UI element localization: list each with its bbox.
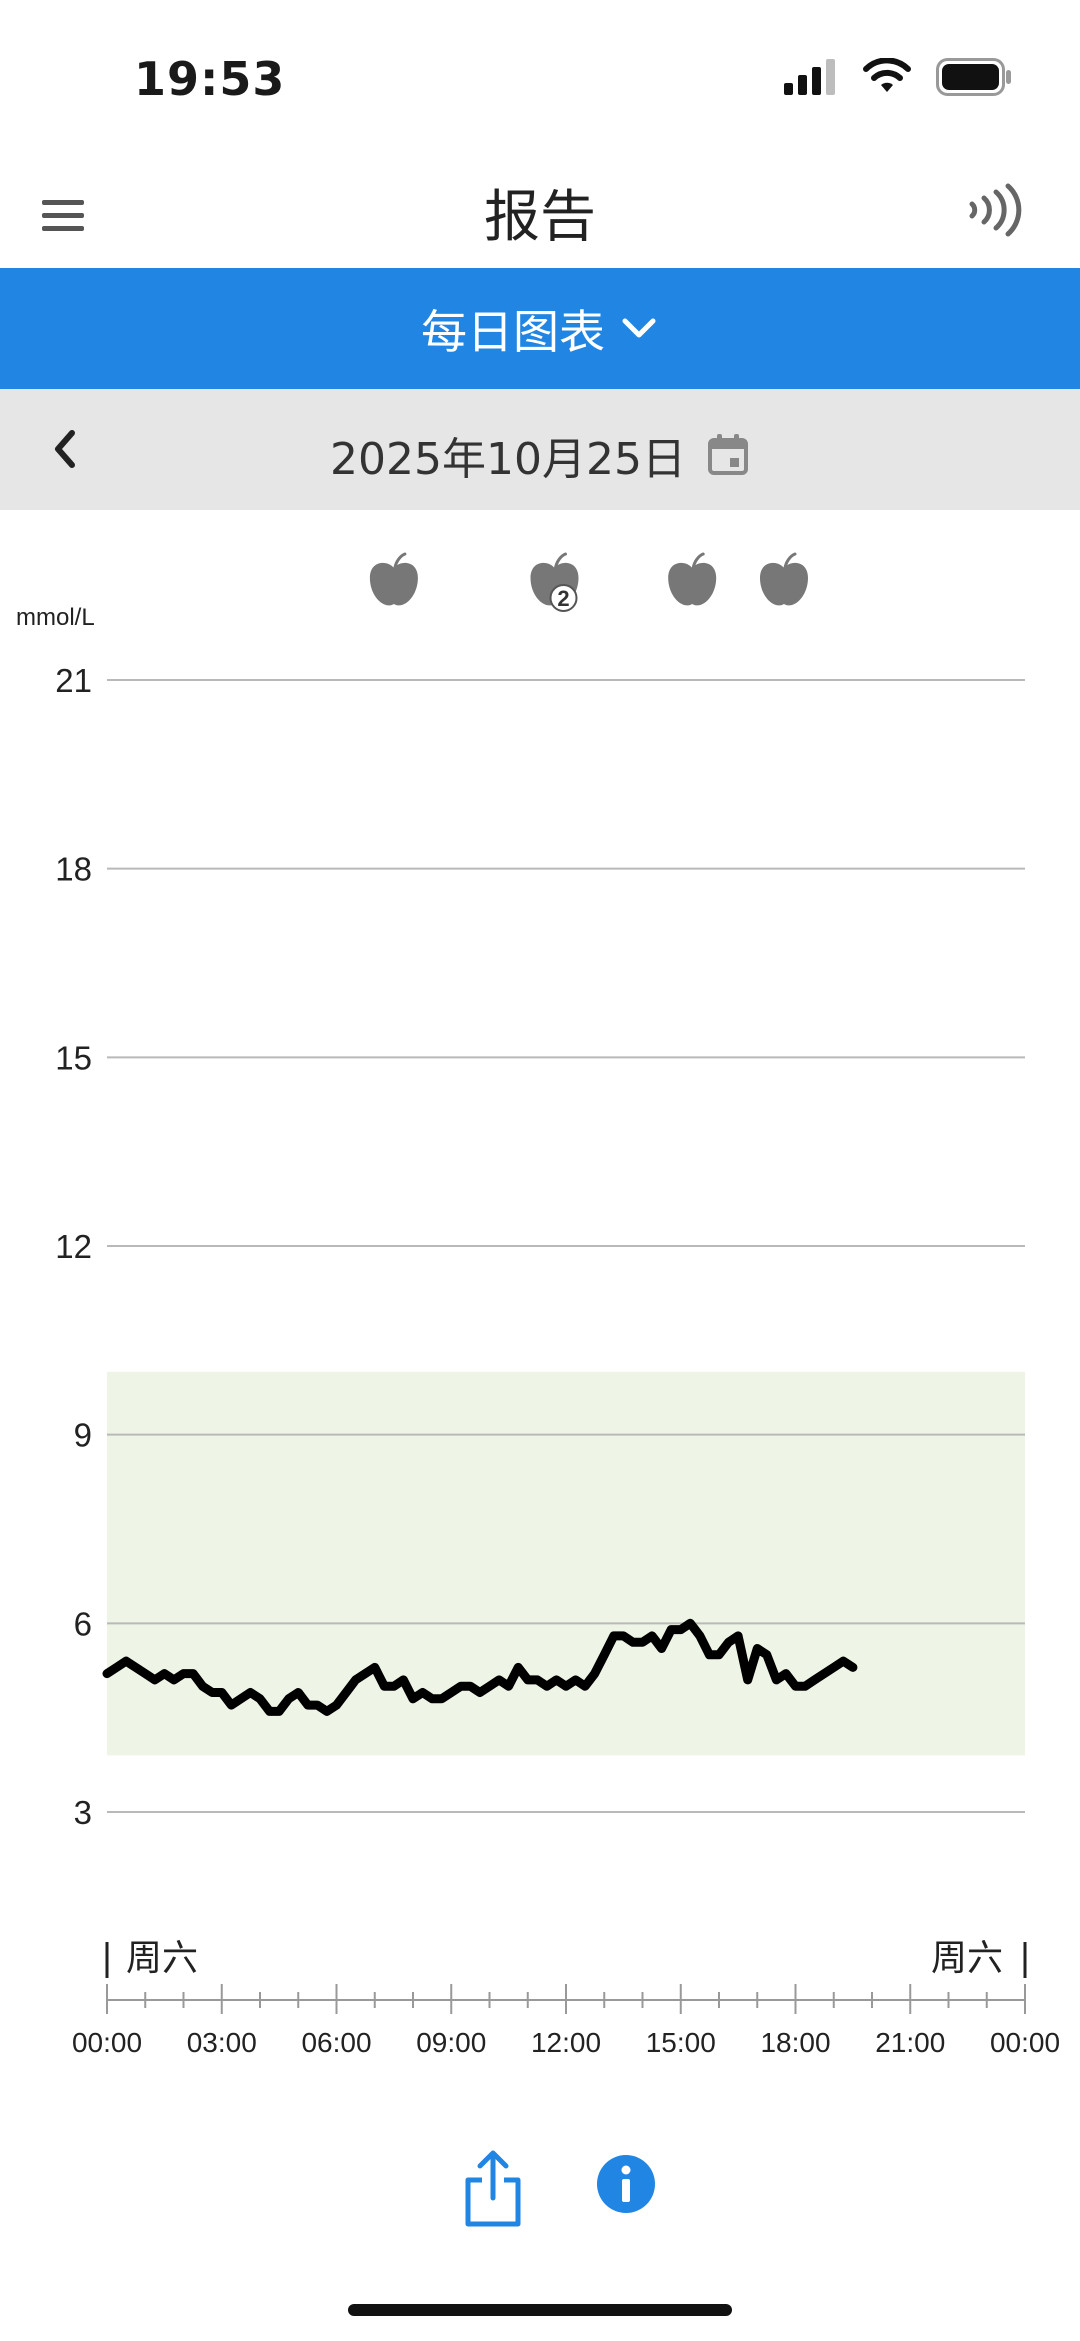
y-tick-label: 12 bbox=[55, 1228, 92, 1265]
glucose-chart-svg: 2 mmol/L 21 18 15 12 9 6 3 00:00 03:00 06:00 09:0… bbox=[16, 552, 1060, 2058]
scan-sensor-icon[interactable] bbox=[966, 180, 1026, 240]
report-type-selector[interactable]: 每日图表 bbox=[0, 268, 1080, 389]
calendar-icon[interactable] bbox=[706, 433, 750, 477]
glucose-chart: 2 mmol/L 21 18 15 12 9 6 3 00:00 03:00 06:00 09:0… bbox=[0, 510, 1080, 2070]
x-tick-label: 00:00 bbox=[990, 2027, 1060, 2058]
day-label-start: 周六 bbox=[126, 1938, 198, 1979]
page-title: 报告 bbox=[484, 185, 596, 250]
wifi-icon bbox=[863, 58, 911, 92]
meal-marker-apple-icon[interactable] bbox=[369, 552, 418, 606]
y-tick-label: 9 bbox=[74, 1417, 92, 1454]
date-display: 2025年10月25日 bbox=[0, 423, 1080, 487]
x-tick-label: 12:00 bbox=[531, 2027, 601, 2058]
meal-marker-apple-icon[interactable] bbox=[760, 552, 808, 606]
day-label-end: 周六 bbox=[931, 1938, 1003, 1979]
battery-icon bbox=[936, 58, 1011, 96]
x-tick-label: 21:00 bbox=[875, 2027, 945, 2058]
status-time: 19:53 bbox=[134, 52, 286, 106]
previous-day-chevron-icon[interactable] bbox=[42, 423, 92, 475]
meal-count-badge: 2 bbox=[557, 586, 569, 611]
status-bar: 19:53 bbox=[0, 0, 1080, 160]
y-tick-label: 6 bbox=[74, 1605, 92, 1642]
status-icons bbox=[784, 58, 1012, 96]
hamburger-menu-icon[interactable] bbox=[40, 192, 86, 238]
date-navigation-bar: 2025年10月25日 bbox=[0, 389, 1080, 510]
x-tick-label: 03:00 bbox=[187, 2027, 257, 2058]
x-tick-label: 18:00 bbox=[760, 2027, 830, 2058]
report-type-label: 每日图表 bbox=[421, 304, 605, 359]
y-tick-label: 21 bbox=[55, 662, 92, 699]
x-tick-label: 09:00 bbox=[416, 2027, 486, 2058]
y-tick-label: 3 bbox=[74, 1794, 92, 1831]
meal-marker-apple-icon[interactable] bbox=[668, 552, 717, 606]
y-axis-unit-label: mmol/L bbox=[16, 604, 95, 631]
glucose-trace-line bbox=[102, 1618, 858, 1716]
meal-marker-apple-icon[interactable]: 2 bbox=[530, 552, 579, 612]
target-range-band bbox=[107, 1371, 1025, 1756]
date-text: 2025年10月25日 bbox=[330, 434, 686, 485]
chevron-down-icon bbox=[622, 318, 656, 337]
x-tick-label: 00:00 bbox=[72, 2027, 142, 2058]
share-icon[interactable] bbox=[462, 2150, 524, 2228]
info-icon[interactable] bbox=[596, 2154, 656, 2214]
y-tick-label: 18 bbox=[55, 851, 92, 888]
nav-header: 报告 bbox=[0, 160, 1080, 268]
x-tick-label: 06:00 bbox=[301, 2027, 371, 2058]
x-tick-label: 15:00 bbox=[646, 2027, 716, 2058]
y-tick-label: 15 bbox=[55, 1039, 92, 1076]
bottom-actions bbox=[0, 2140, 1080, 2240]
home-indicator bbox=[348, 2304, 732, 2316]
cellular-signal-icon bbox=[784, 59, 835, 95]
